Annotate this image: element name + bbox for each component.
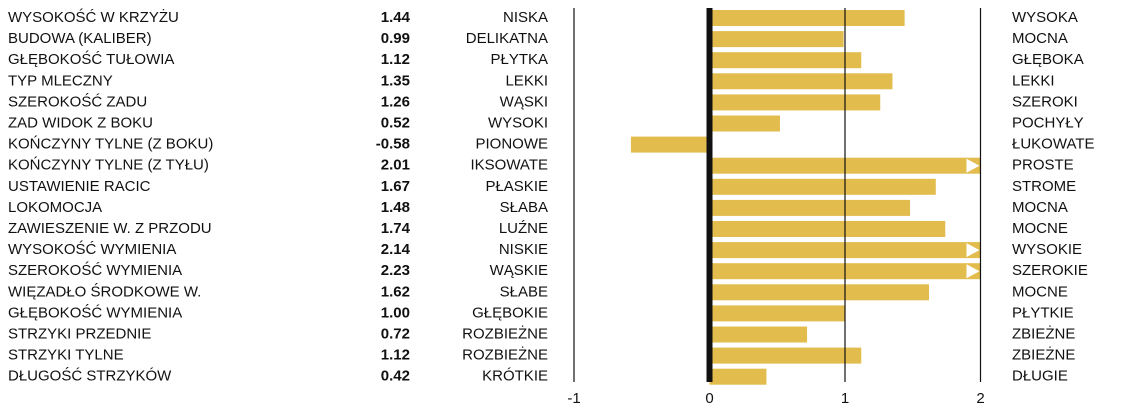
high-label: SZEROKIE (1012, 262, 1088, 279)
high-label: GŁĘBOKA (1012, 51, 1084, 68)
bar (709, 284, 930, 301)
trait-name: WYSOKOŚĆ W KRZYŻU (8, 8, 179, 26)
trait-name: STRZYKI PRZEDNIE (8, 325, 151, 342)
trait-name: BUDOWA (KALIBER) (8, 30, 152, 47)
low-label: SŁABA (500, 199, 548, 216)
x-tick-label: -1 (567, 390, 580, 407)
high-label: WYSOKIE (1012, 241, 1082, 258)
trait-name: KOŃCZYNY TYLNE (Z BOKU) (8, 136, 213, 153)
bar (709, 10, 905, 26)
bar (709, 115, 780, 132)
trait-name: GŁĘBOKOŚĆ WYMIENIA (8, 303, 182, 321)
bar (630, 136, 710, 153)
trait-value: 0.52 (381, 114, 410, 131)
trait-name: USTAWIENIE RACIC (8, 178, 151, 195)
trait-name: DŁUGOŚĆ STRZYKÓW (8, 367, 172, 385)
high-label: POCHYŁY (1012, 114, 1084, 131)
high-label: LEKKI (1012, 72, 1055, 89)
high-label: STROME (1012, 178, 1076, 195)
high-label: DŁUGIE (1012, 368, 1068, 385)
trait-value: 0.42 (381, 368, 410, 385)
trait-name: STRZYKI TYLNE (8, 347, 124, 364)
trait-value: -0.58 (376, 136, 410, 153)
trait-name: SZEROKOŚĆ ZADU (8, 92, 147, 110)
trait-value: 0.72 (381, 325, 410, 342)
trait-name: ZAD WIDOK Z BOKU (8, 114, 153, 131)
low-label: WYSOKI (488, 114, 548, 131)
bar (709, 242, 981, 259)
trait-name: WIĘZADŁO ŚRODKOWE W. (8, 282, 201, 300)
trait-name: TYP MLECZNY (8, 72, 113, 89)
trait-value: 0.99 (381, 30, 410, 47)
bar (709, 73, 893, 90)
bar (709, 368, 767, 385)
trait-value: 2.23 (381, 262, 410, 279)
high-label: PROSTE (1012, 157, 1074, 174)
low-label: ROZBIEŻNE (462, 324, 548, 342)
low-label: ROZBIEŻNE (462, 346, 548, 364)
low-label: NISKIE (499, 241, 548, 258)
x-tick-label: 1 (841, 390, 849, 407)
bar (709, 52, 862, 69)
trait-value: 2.01 (381, 157, 410, 174)
low-label: DELIKATNA (466, 30, 548, 47)
low-label: PIONOWE (475, 136, 548, 153)
high-label: ZBIEŻNE (1012, 346, 1075, 364)
bars (630, 10, 981, 385)
trait-name: SZEROKOŚĆ WYMIENIA (8, 261, 182, 279)
bar (709, 263, 981, 280)
trait-name: GŁĘBOKOŚĆ TUŁOWIA (8, 50, 174, 68)
trait-value: 1.12 (381, 51, 410, 68)
high-label: MOCNE (1012, 283, 1068, 300)
trait-value: 1.26 (381, 93, 410, 110)
low-label: GŁĘBOKIE (472, 304, 548, 321)
overflow-arrow (966, 158, 980, 173)
low-label: WĄSKI (500, 93, 548, 110)
trait-value: 1.48 (381, 199, 410, 216)
low-label: SŁABE (500, 283, 548, 300)
trait-value: 2.14 (381, 241, 411, 258)
trait-value: 1.00 (381, 304, 410, 321)
bar (709, 305, 845, 322)
x-tick-label: 2 (976, 390, 984, 407)
trait-value: 1.74 (381, 220, 411, 237)
trait-name: LOKOMOCJA (8, 199, 102, 216)
trait-value: 1.62 (381, 283, 410, 300)
low-label: LEKKI (505, 72, 548, 89)
bar (709, 157, 981, 174)
high-label: SZEROKI (1012, 93, 1078, 110)
overflow-arrow (966, 243, 980, 258)
trait-name: KOŃCZYNY TYLNE (Z TYŁU) (8, 157, 209, 174)
trait-value: 1.35 (381, 72, 410, 89)
high-label: ZBIEŻNE (1012, 324, 1075, 342)
low-label: PŁASKIE (485, 178, 548, 195)
high-label: MOCNE (1012, 220, 1068, 237)
low-label: KRÓTKIE (482, 368, 548, 385)
high-label: MOCNA (1012, 30, 1068, 47)
high-label: ŁUKOWATE (1012, 136, 1095, 153)
overflow-arrow (966, 264, 980, 279)
trait-name: WYSOKOŚĆ WYMIENIA (8, 240, 176, 258)
trait-value: 1.12 (381, 347, 410, 364)
high-label: PŁYTKIE (1012, 304, 1074, 321)
bar (709, 347, 862, 364)
bar (709, 31, 844, 48)
low-label: WĄSKIE (490, 262, 548, 279)
low-label: PŁYTKA (490, 51, 548, 68)
high-label: MOCNA (1012, 199, 1068, 216)
bar (709, 326, 808, 343)
bar (709, 199, 911, 216)
bar (709, 178, 936, 195)
low-label: IKSOWATE (470, 157, 548, 174)
bar (709, 221, 946, 237)
x-tick-label: 0 (705, 390, 713, 407)
trait-value: 1.67 (381, 178, 410, 195)
low-label: LUŹNE (499, 220, 548, 237)
high-label: WYSOKA (1012, 9, 1078, 26)
low-label: NISKA (503, 9, 548, 26)
trait-value: 1.44 (381, 9, 411, 26)
trait-name: ZAWIESZENIE W. Z PRZODU (8, 220, 212, 237)
bar (709, 94, 881, 111)
